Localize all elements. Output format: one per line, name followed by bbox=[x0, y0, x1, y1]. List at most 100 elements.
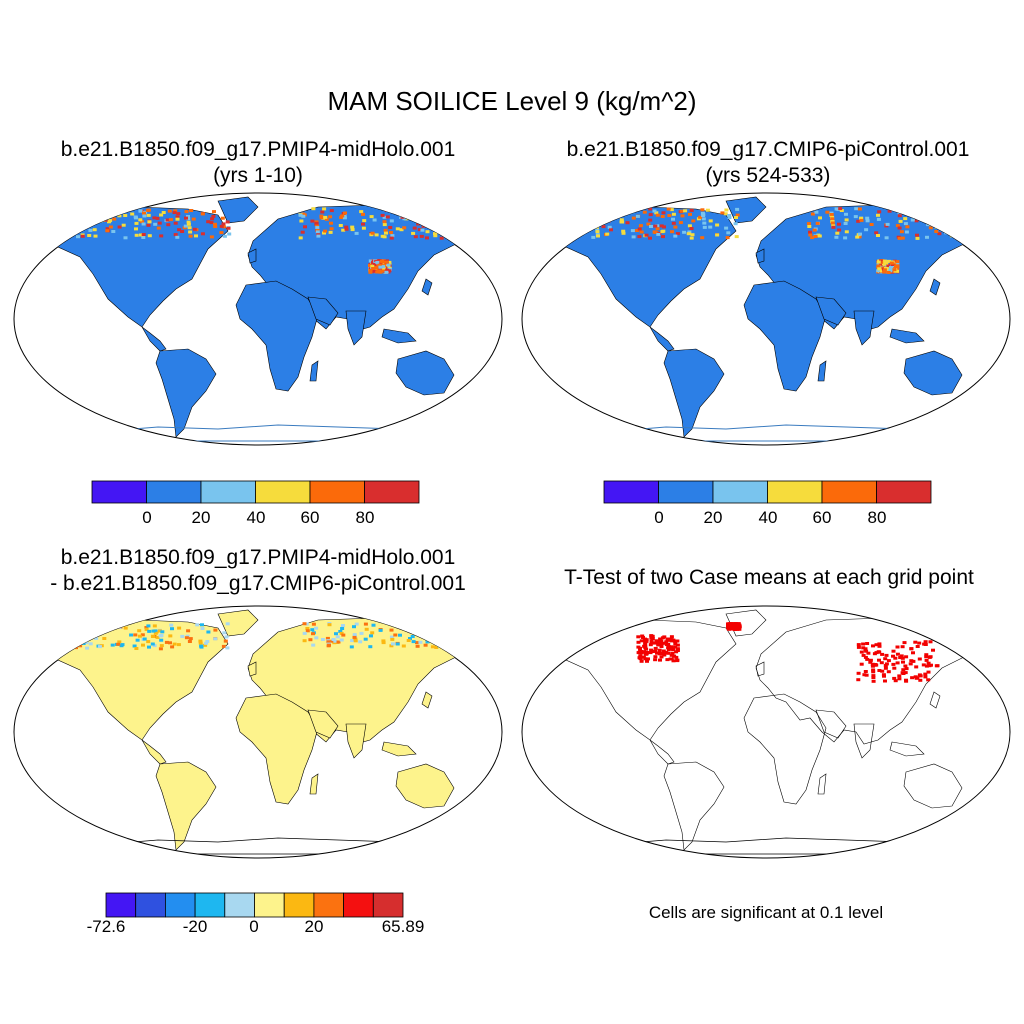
grid-cell bbox=[910, 676, 915, 680]
grid-cell bbox=[81, 211, 86, 215]
grid-cell bbox=[654, 211, 659, 215]
grid-cell bbox=[108, 219, 113, 223]
grid-cell bbox=[825, 210, 830, 214]
colorbar-absolute-right bbox=[603, 480, 932, 504]
grid-cell bbox=[669, 653, 674, 657]
grid-cell bbox=[68, 225, 73, 229]
grid-cell bbox=[329, 221, 333, 225]
grid-cell bbox=[395, 642, 400, 646]
grid-cell bbox=[210, 217, 215, 221]
colorbar-swatch bbox=[105, 892, 137, 918]
ttest-note: Cells are significant at 0.1 level bbox=[648, 903, 884, 922]
grid-cell bbox=[673, 645, 678, 649]
grid-cell bbox=[648, 218, 653, 222]
grid-cell bbox=[170, 645, 175, 649]
grid-cell bbox=[949, 215, 954, 219]
grid-cell bbox=[81, 207, 86, 211]
grid-cell bbox=[221, 225, 226, 229]
grid-cell bbox=[105, 229, 110, 233]
grid-cell bbox=[380, 269, 385, 273]
grid-cell bbox=[87, 220, 92, 224]
grid-cell bbox=[343, 211, 347, 215]
grid-cell bbox=[871, 670, 876, 674]
grid-cell bbox=[377, 270, 382, 274]
grid-cell bbox=[319, 216, 324, 220]
grid-cell bbox=[923, 640, 928, 644]
grid-cell bbox=[830, 217, 835, 221]
grid-cell bbox=[897, 226, 902, 230]
grid-cell bbox=[957, 232, 961, 236]
grid-cell bbox=[675, 647, 680, 651]
grid-cell bbox=[176, 643, 181, 647]
grid-cell bbox=[910, 218, 915, 222]
grid-cell bbox=[458, 642, 463, 646]
grid-cell bbox=[644, 233, 649, 237]
grid-cell bbox=[631, 235, 636, 239]
grid-cell bbox=[659, 224, 664, 228]
grid-cell bbox=[969, 217, 974, 221]
grid-cell bbox=[668, 657, 673, 661]
grid-cell bbox=[383, 228, 388, 232]
grid-cell bbox=[227, 232, 232, 236]
grid-cell bbox=[200, 623, 204, 627]
grid-cell bbox=[82, 217, 87, 221]
grid-cell bbox=[134, 227, 138, 231]
grid-cell bbox=[895, 260, 900, 264]
grid-cell bbox=[970, 234, 975, 238]
grid-cell bbox=[157, 629, 162, 633]
grid-cell bbox=[670, 651, 675, 655]
grid-cell bbox=[424, 624, 429, 628]
grid-cell bbox=[653, 641, 658, 645]
grid-cell bbox=[177, 228, 182, 232]
grid-cell bbox=[150, 642, 155, 646]
grid-cell bbox=[834, 235, 839, 239]
grid-cell bbox=[904, 667, 909, 671]
grid-cell bbox=[184, 216, 188, 220]
grid-cell bbox=[838, 207, 843, 211]
grid-cell bbox=[335, 635, 340, 639]
grid-cell bbox=[168, 641, 172, 645]
cb1-label: 0 bbox=[142, 508, 152, 527]
grid-cell bbox=[909, 647, 914, 651]
grid-cell bbox=[194, 234, 198, 238]
map-panel-ttest bbox=[521, 605, 1011, 859]
grid-cell bbox=[389, 628, 394, 632]
grid-cell bbox=[399, 228, 404, 232]
grid-cell bbox=[650, 650, 655, 653]
grid-cell bbox=[221, 222, 226, 226]
grid-cell bbox=[112, 217, 117, 221]
grid-cell bbox=[361, 212, 365, 216]
grid-cell bbox=[653, 646, 658, 650]
grid-cell bbox=[888, 269, 893, 273]
grid-cell bbox=[855, 235, 860, 239]
grid-cell bbox=[877, 267, 882, 271]
grid-cell bbox=[133, 633, 138, 637]
grid-cell bbox=[655, 227, 660, 231]
grid-cell bbox=[415, 641, 419, 645]
grid-cell bbox=[807, 225, 812, 228]
grid-cell bbox=[734, 622, 739, 626]
main-title: MAM SOILICE Level 9 (kg/m^2) bbox=[327, 86, 697, 116]
grid-cell bbox=[204, 641, 209, 645]
grid-cell bbox=[387, 260, 392, 264]
grid-cell bbox=[806, 222, 811, 226]
grid-cell bbox=[93, 633, 98, 637]
grid-cell bbox=[186, 222, 191, 226]
grid-cell bbox=[638, 654, 643, 658]
grid-cell bbox=[582, 212, 587, 216]
grid-cell bbox=[669, 635, 674, 639]
grid-cell bbox=[105, 625, 110, 629]
grid-cell bbox=[120, 207, 125, 211]
grid-cell bbox=[382, 223, 387, 227]
grid-cell bbox=[314, 636, 319, 640]
grid-cell bbox=[978, 233, 983, 237]
grid-cell bbox=[881, 673, 886, 677]
colorbar-swatch bbox=[164, 892, 196, 918]
grid-cell bbox=[382, 220, 387, 224]
grid-cell bbox=[158, 647, 163, 651]
panel2-title: b.e21.B1850.f09_g17.CMIP6-piControl.001 … bbox=[518, 137, 1018, 189]
grid-cell bbox=[844, 218, 849, 222]
grid-cell bbox=[412, 226, 417, 230]
grid-cell bbox=[607, 225, 612, 229]
grid-cell bbox=[222, 631, 227, 635]
